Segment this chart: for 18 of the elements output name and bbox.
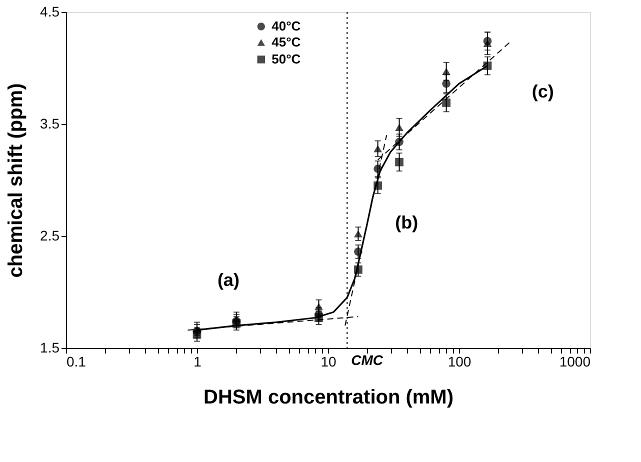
legend-label: 40°C: [272, 18, 302, 34]
legend-label: 50°C: [272, 52, 302, 66]
x-tick-label: 1000: [559, 354, 591, 370]
ref-line-label: CMC: [351, 352, 384, 368]
y-tick-label: 2.5: [40, 228, 60, 244]
x-tick-label: 10: [320, 354, 336, 370]
x-tick-label: 1: [194, 354, 202, 370]
y-tick-label: 3.5: [40, 116, 60, 132]
x-axis-title: DHSM concentration (mM): [204, 386, 454, 408]
x-tick-label: 0.1: [66, 354, 86, 370]
legend-label: 45°C: [272, 34, 302, 50]
y-tick-label: 1.5: [40, 340, 60, 356]
y-tick-label: 4.5: [40, 4, 60, 20]
y-axis-title: chemical shift (ppm): [5, 83, 28, 278]
annotation: (a): [217, 270, 240, 290]
annotation: (c): [532, 82, 554, 102]
annotation: (b): [395, 212, 418, 233]
x-tick-label: 100: [448, 354, 472, 370]
